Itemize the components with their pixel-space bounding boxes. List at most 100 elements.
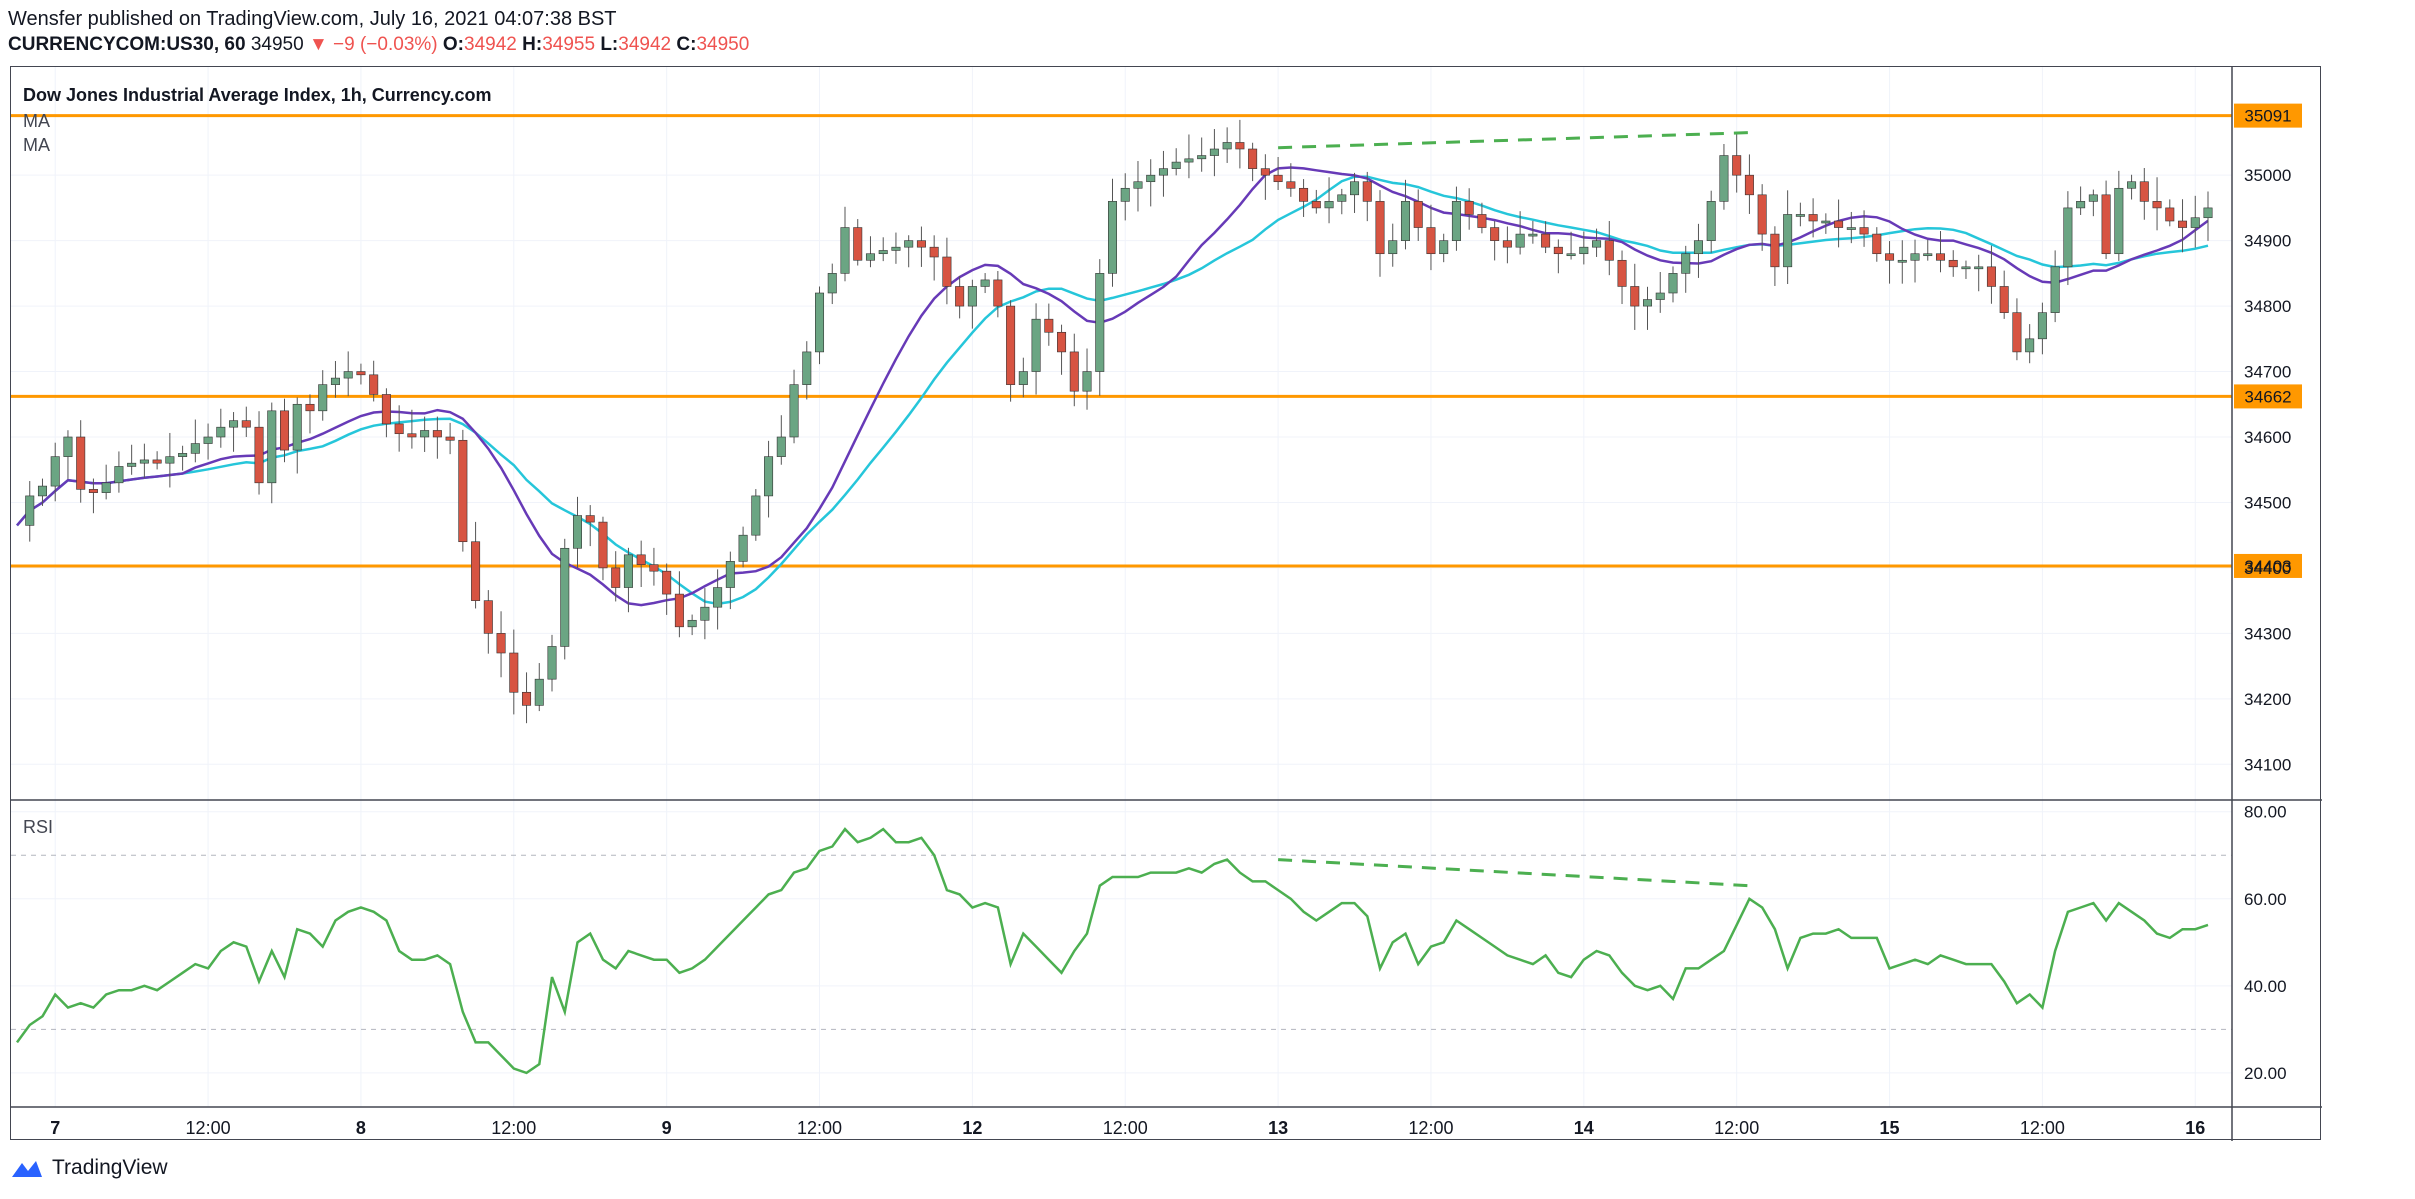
candle-body	[25, 495, 35, 526]
close-value: 34950	[696, 34, 750, 55]
rsi-legend: RSI	[23, 817, 53, 837]
candle-body	[1451, 201, 1461, 241]
time-tick-label: 12	[962, 1118, 982, 1138]
candle-body	[318, 384, 328, 412]
candle-body	[751, 495, 761, 536]
price-tick-label: 34400	[2244, 559, 2291, 578]
chart-svg[interactable]: 35091 34662 34403 34100 34200 34300 34400 3450…	[11, 67, 2322, 1141]
candle-body	[1299, 187, 1309, 202]
candle-body	[50, 456, 60, 487]
candle-body	[1668, 273, 1678, 294]
rsi-divergence-line	[1278, 858, 1750, 888]
candle-body	[1592, 240, 1602, 248]
candle-body	[585, 515, 595, 523]
ma-legend-2: MA	[23, 135, 50, 155]
candle-body	[1260, 168, 1270, 176]
price-tick-label: 34900	[2244, 232, 2291, 251]
level-badge	[2234, 553, 2302, 578]
level-badge	[2234, 103, 2302, 128]
candle-body	[1069, 351, 1079, 392]
candle-body	[725, 561, 735, 588]
candle-body	[700, 606, 710, 621]
candle-body	[280, 410, 290, 451]
divergence-lines	[1278, 131, 1750, 888]
tradingview-brand: TradingView	[52, 1156, 168, 1179]
candle-body	[1222, 142, 1232, 150]
candle-body	[1107, 201, 1118, 274]
candle-body	[1413, 201, 1423, 228]
candle-body	[980, 279, 990, 287]
candle-body	[139, 459, 149, 464]
time-tick-label: 12:00	[1714, 1118, 1759, 1138]
candle-body	[178, 453, 188, 457]
time-tick-label: 14	[1574, 1118, 1594, 1138]
candle-body	[483, 600, 493, 634]
candle-body	[1604, 240, 1614, 261]
candle-body	[1643, 299, 1653, 307]
candle-body	[1057, 331, 1067, 353]
candle-body	[471, 541, 481, 601]
chart-area[interactable]: 35091 34662 34403 34100 34200 34300 34400 3450…	[10, 66, 2322, 1141]
ma-legend-1: MA	[23, 111, 50, 131]
candle-body	[776, 436, 786, 457]
candle-body	[1655, 292, 1665, 300]
symbol-quote: CURRENCYCOM:US30, 60 34950 ▼ −9 (−0.03%)…	[8, 32, 2398, 58]
candle-body	[1006, 305, 1016, 385]
level-badge	[2234, 384, 2302, 409]
candle-body	[2037, 312, 2047, 340]
candle-body	[1706, 201, 1716, 241]
candle-body	[458, 439, 468, 543]
candle-body	[407, 433, 417, 438]
candle-body	[1846, 227, 1856, 230]
price-tick-label: 34700	[2244, 363, 2291, 382]
candle-body	[1031, 318, 1041, 372]
candle-body	[1757, 194, 1767, 235]
candle-body	[2178, 220, 2188, 228]
candle-body	[509, 652, 519, 693]
candle-body	[547, 646, 557, 680]
rsi-tick-label: 20.00	[2244, 1064, 2287, 1083]
candle-body	[1961, 266, 1971, 270]
candle-body	[1400, 201, 1410, 241]
candle-body	[1872, 233, 1882, 255]
grid	[11, 67, 2232, 1107]
price-divergence-line	[1278, 131, 1750, 150]
candle-body	[1158, 168, 1168, 176]
candle-body	[1999, 286, 2009, 313]
candle-body	[1910, 253, 1920, 261]
candle-body	[955, 286, 965, 307]
candle-body	[1808, 214, 1818, 222]
candle-body	[2101, 194, 2111, 255]
candle-body	[1388, 240, 1398, 255]
tradingview-logo[interactable]: TradingView	[10, 1156, 168, 1180]
chart-header: Wensfer published on TradingView.com, Ju…	[8, 6, 2398, 58]
candle-body	[598, 521, 608, 569]
candle-body	[305, 403, 315, 412]
candle-body	[241, 420, 251, 428]
candle-body	[216, 426, 226, 438]
time-tick-label: 15	[1880, 1118, 1900, 1138]
candle-body	[2063, 207, 2073, 268]
candle-body	[993, 279, 1003, 307]
rsi-tick-label: 40.00	[2244, 977, 2287, 996]
candle-body	[1579, 246, 1589, 255]
candle-body	[1044, 318, 1054, 333]
candle-body	[1477, 214, 1487, 228]
time-tick-label: 12:00	[2020, 1118, 2065, 1138]
candle-body	[1566, 253, 1576, 257]
candle-body	[764, 456, 774, 497]
candle-body	[101, 482, 111, 493]
candle-body	[1974, 266, 1984, 270]
candle-body	[2050, 266, 2060, 313]
candles	[25, 119, 2213, 724]
time-tick-label: 13	[1268, 1118, 1288, 1138]
candle-body	[190, 443, 200, 454]
time-tick-label: 16	[2185, 1118, 2205, 1138]
axes: 34100 34200 34300 34400 34500 34600 34700 34800…	[11, 67, 2322, 1141]
candle-body	[522, 691, 532, 706]
candle-body	[203, 436, 213, 444]
candle-body	[292, 403, 302, 451]
candle-body	[1859, 227, 1869, 235]
time-tick-label: 12:00	[186, 1118, 231, 1138]
candle-body	[381, 394, 391, 425]
